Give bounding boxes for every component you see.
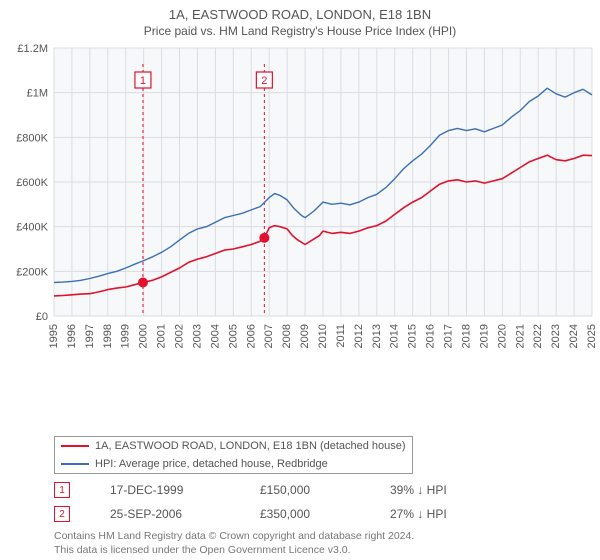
legend-swatch (61, 445, 89, 447)
marker-price: £350,000 (260, 507, 350, 521)
svg-text:2014: 2014 (389, 324, 401, 348)
svg-text:1: 1 (140, 75, 146, 87)
svg-text:£200K: £200K (16, 266, 48, 278)
svg-text:£1.2M: £1.2M (17, 44, 48, 55)
svg-text:2001: 2001 (156, 324, 168, 348)
svg-text:1997: 1997 (84, 324, 96, 348)
chart-title: 1A, EASTWOOD ROAD, LONDON, E18 1BN (0, 0, 600, 24)
marker-row: 2 25-SEP-2006 £350,000 27% ↓ HPI (54, 506, 447, 522)
svg-text:£0: £0 (36, 311, 48, 323)
svg-text:2008: 2008 (281, 324, 293, 348)
svg-text:2019: 2019 (478, 324, 490, 348)
chart-svg: £0 £200K £400K £600K £800K £1M £1.2M 1995 1996 19… (0, 44, 600, 384)
marker-row: 1 17-DEC-1999 £150,000 39% ↓ HPI (54, 482, 447, 498)
svg-text:2010: 2010 (317, 324, 329, 348)
marker-badge: 1 (54, 482, 70, 498)
svg-text:2017: 2017 (443, 324, 455, 348)
svg-text:1999: 1999 (120, 324, 132, 348)
marker-date: 17-DEC-1999 (110, 483, 220, 497)
footer-line-1: Contains HM Land Registry data © Crown c… (54, 530, 590, 544)
svg-text:2020: 2020 (496, 324, 508, 348)
svg-text:£400K: £400K (16, 222, 48, 234)
svg-text:2024: 2024 (568, 324, 580, 348)
svg-text:2013: 2013 (371, 324, 383, 348)
svg-text:£600K: £600K (16, 177, 48, 189)
legend-swatch (61, 463, 89, 465)
svg-text:2004: 2004 (209, 324, 221, 348)
svg-text:2012: 2012 (353, 324, 365, 348)
svg-text:2015: 2015 (407, 324, 419, 348)
marker-price: £150,000 (260, 483, 350, 497)
svg-text:2002: 2002 (174, 324, 186, 348)
svg-text:2021: 2021 (514, 324, 526, 348)
svg-text:1996: 1996 (66, 324, 78, 348)
svg-text:2025: 2025 (586, 324, 598, 348)
svg-text:2: 2 (261, 75, 267, 87)
svg-text:2018: 2018 (460, 324, 472, 348)
legend-row: HPI: Average price, detached house, Redb… (55, 455, 412, 473)
svg-text:2016: 2016 (425, 324, 437, 348)
marker-date: 25-SEP-2006 (110, 507, 220, 521)
chart-area: £0 £200K £400K £600K £800K £1M £1.2M 1995 1996 19… (0, 44, 600, 384)
legend-label: 1A, EASTWOOD ROAD, LONDON, E18 1BN (deta… (95, 440, 406, 452)
footer-attribution: Contains HM Land Registry data © Crown c… (54, 530, 590, 557)
svg-text:2022: 2022 (532, 324, 544, 348)
chart-subtitle: Price paid vs. HM Land Registry's House … (0, 24, 600, 42)
svg-text:2023: 2023 (550, 324, 562, 348)
svg-text:£1M: £1M (27, 88, 48, 100)
legend: 1A, EASTWOOD ROAD, LONDON, E18 1BN (deta… (54, 436, 413, 474)
svg-text:2007: 2007 (263, 324, 275, 348)
svg-text:2011: 2011 (335, 324, 347, 348)
svg-text:2005: 2005 (227, 324, 239, 348)
svg-text:2000: 2000 (138, 324, 150, 348)
svg-text:2009: 2009 (299, 324, 311, 348)
marker-delta: 39% ↓ HPI (390, 483, 447, 497)
marker-badge: 2 (54, 506, 70, 522)
svg-text:2006: 2006 (245, 324, 257, 348)
svg-text:1995: 1995 (48, 324, 60, 348)
legend-row: 1A, EASTWOOD ROAD, LONDON, E18 1BN (deta… (55, 437, 412, 455)
marker-delta: 27% ↓ HPI (390, 507, 447, 521)
legend-label: HPI: Average price, detached house, Redb… (95, 458, 328, 470)
footer-line-2: This data is licensed under the Open Gov… (54, 544, 590, 558)
svg-text:1998: 1998 (102, 324, 114, 348)
svg-text:2003: 2003 (191, 324, 203, 348)
svg-text:£800K: £800K (16, 132, 48, 144)
